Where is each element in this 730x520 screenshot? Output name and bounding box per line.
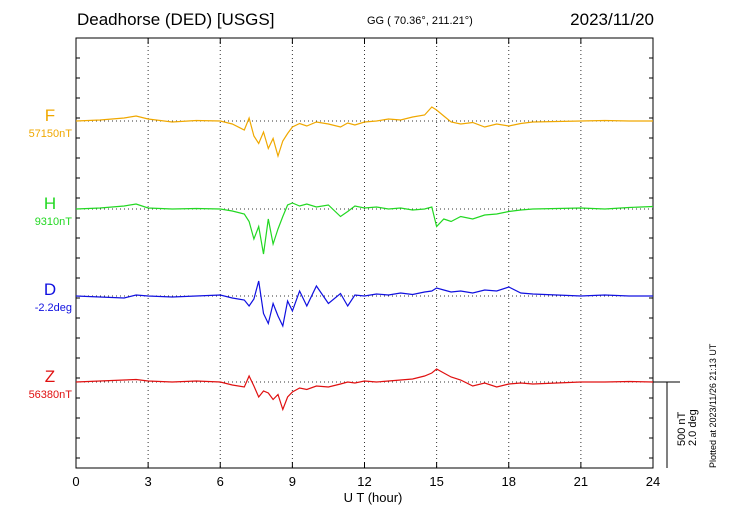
x-tick-label: 6 <box>216 474 224 489</box>
series-baseline-d: -2.2deg <box>34 302 72 314</box>
series-label-d: D <box>43 280 57 299</box>
series-baseline-h: 9310nT <box>34 216 72 228</box>
series-lines <box>75 106 654 412</box>
x-ticks <box>75 38 654 468</box>
series-baseline-f: 57150nT <box>28 128 72 140</box>
scale-bar <box>653 381 680 468</box>
x-tick-label: 9 <box>288 474 296 489</box>
x-tick-label: 18 <box>501 474 516 489</box>
series-line-h <box>75 202 654 255</box>
series-label-z: Z <box>44 367 56 386</box>
series-line-f <box>75 106 653 159</box>
x-axis-label: U T (hour) <box>343 490 403 505</box>
x-tick-label: 0 <box>72 474 80 489</box>
series-label-f: F <box>44 106 56 125</box>
scale-label-deg: 2.0 deg <box>687 409 699 446</box>
series-line-z <box>75 368 654 412</box>
x-tick-label: 12 <box>357 474 372 489</box>
x-tick-label: 15 <box>429 474 444 489</box>
series-baseline-z: 56380nT <box>28 389 72 401</box>
grid-lines <box>147 38 582 468</box>
x-tick-label: 3 <box>144 474 152 489</box>
plot-date: 2023/11/20 <box>570 10 654 29</box>
coordinates: GG ( 70.36°, 211.21°) <box>367 15 473 27</box>
x-tick-label: 21 <box>573 474 589 489</box>
station-title: Deadhorse (DED) [USGS] <box>77 10 275 29</box>
plotted-note: Plotted at 2023/11/26 21:13 UT <box>708 343 718 468</box>
x-tick-label: 24 <box>645 474 661 489</box>
series-line-d <box>75 280 653 328</box>
series-label-h: H <box>43 194 57 213</box>
